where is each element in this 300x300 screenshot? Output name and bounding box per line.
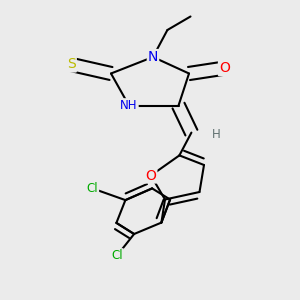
- Text: NH: NH: [120, 99, 138, 112]
- Text: S: S: [67, 58, 76, 71]
- Text: N: N: [148, 50, 158, 64]
- Text: O: O: [219, 61, 230, 75]
- Text: Cl: Cl: [87, 182, 98, 195]
- Text: Cl: Cl: [111, 249, 123, 262]
- Text: H: H: [212, 128, 220, 141]
- Text: O: O: [146, 169, 156, 182]
